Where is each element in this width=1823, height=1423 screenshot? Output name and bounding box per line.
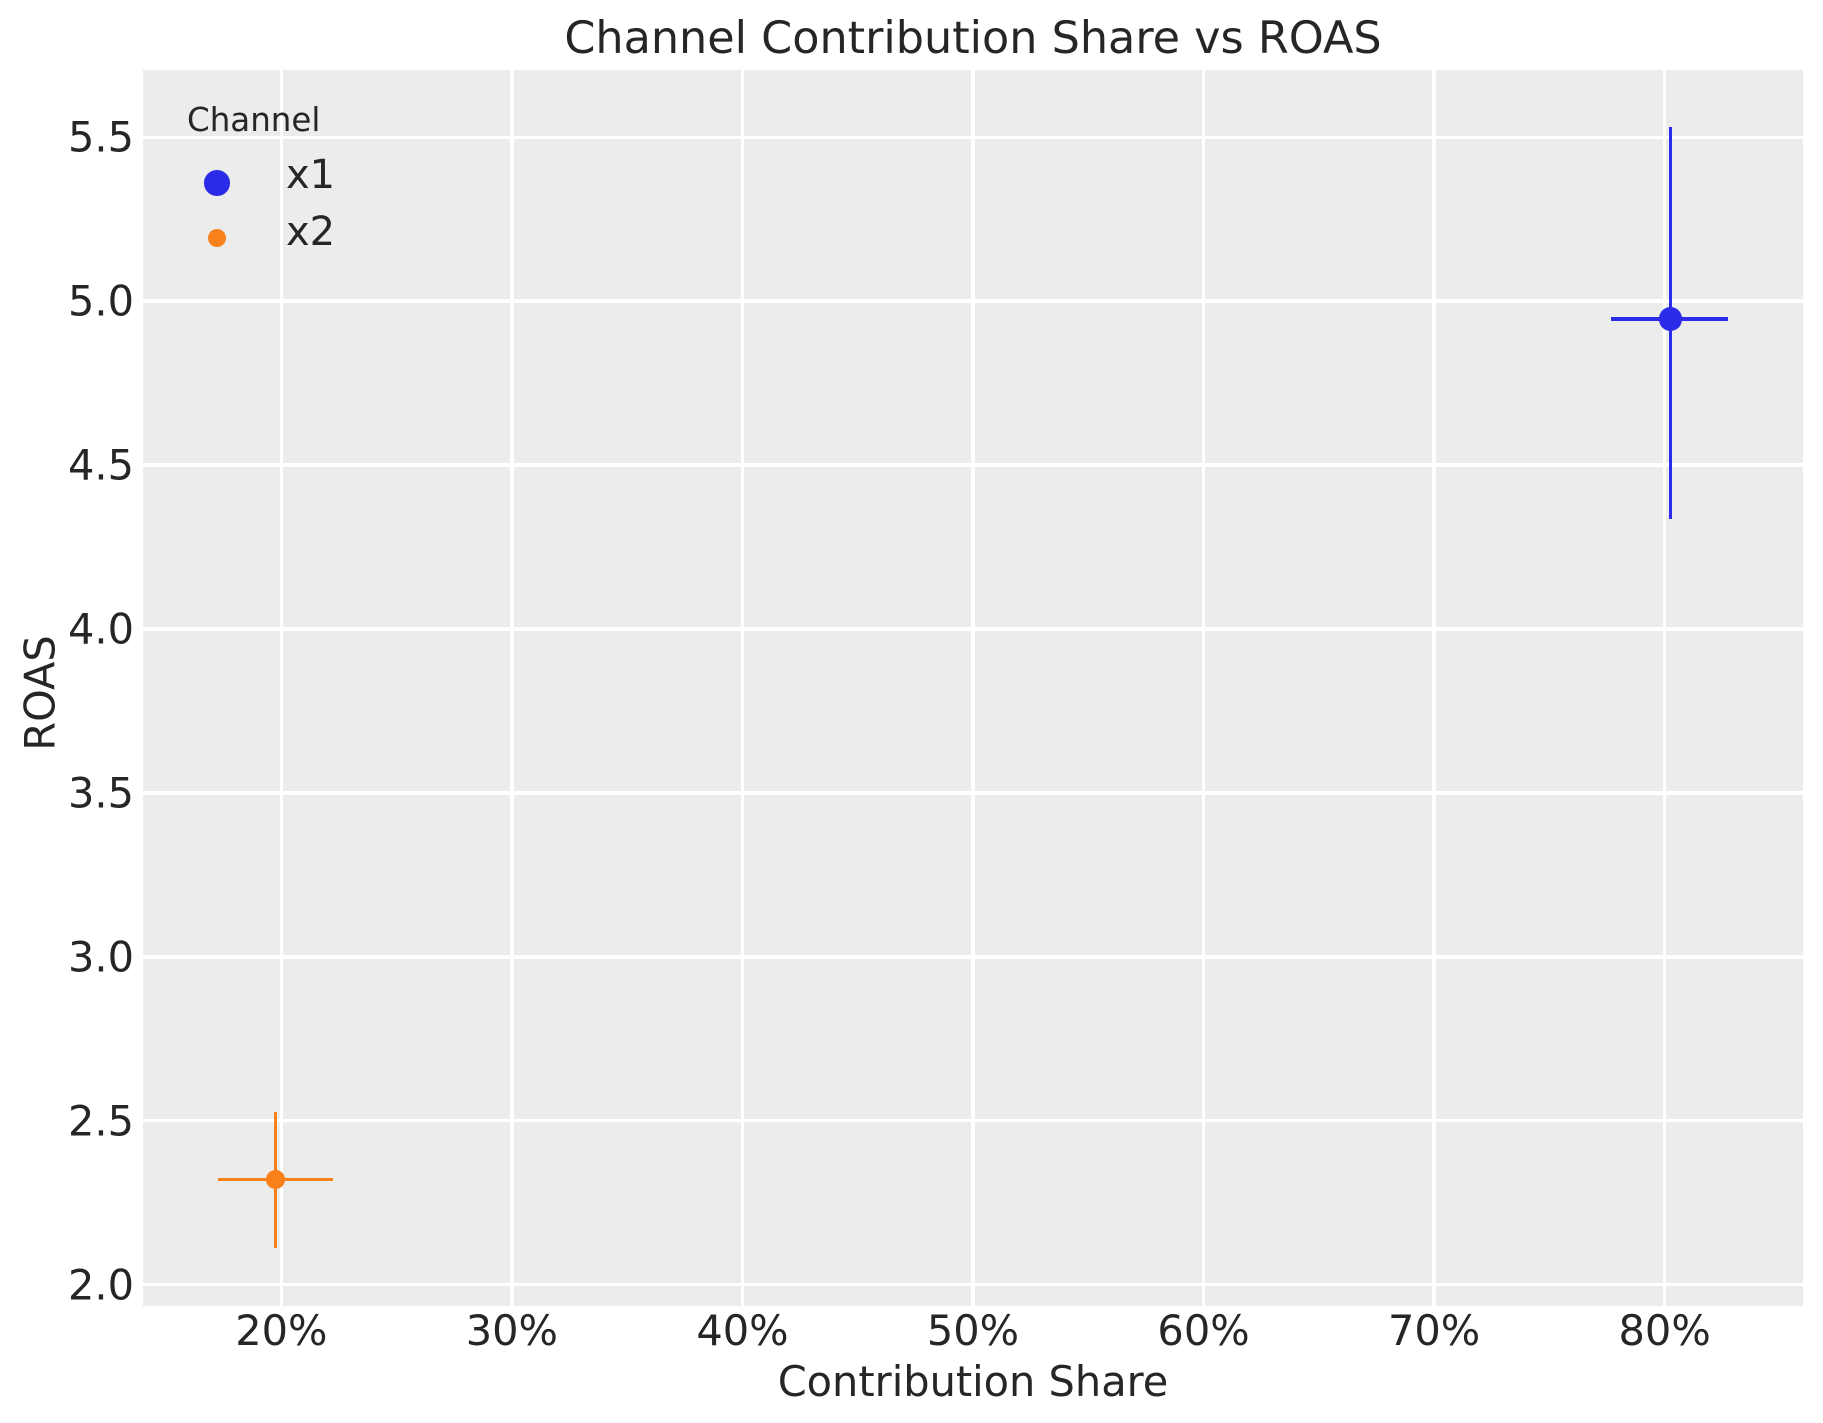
y-tick-4.0: 4.0 [68, 604, 134, 654]
y-axis-label: ROAS [15, 635, 65, 751]
y-tick-5.5: 5.5 [68, 112, 134, 162]
point-x2 [266, 1170, 285, 1189]
legend-marker-x2 [208, 229, 226, 247]
point-x1 [1658, 307, 1683, 331]
x-tick-70%: 70% [1387, 1306, 1481, 1355]
gridline-x-80% [1662, 70, 1667, 1307]
gridline-y-5.0 [143, 299, 1803, 303]
gridline-y-4.5 [143, 463, 1803, 467]
gridline-y-4.0 [143, 627, 1803, 631]
gridline-x-40% [740, 70, 745, 1307]
y-tick-3.5: 3.5 [68, 768, 134, 818]
x-tick-60%: 60% [1157, 1306, 1250, 1355]
legend-marker-x1 [204, 169, 230, 196]
gridline-x-50% [971, 70, 975, 1307]
legend-title: Channel [187, 101, 321, 139]
x-axis-label: Contribution Share [777, 1356, 1169, 1406]
y-tick-5.0: 5.0 [68, 276, 134, 326]
gridline-y-2.0 [143, 1282, 1803, 1287]
gridline-x-60% [1201, 70, 1206, 1307]
gridline-y-3.0 [143, 955, 1803, 959]
gridline-y-5.5 [143, 135, 1803, 139]
x-tick-20%: 20% [235, 1306, 328, 1355]
gridline-y-2.5 [143, 1119, 1803, 1123]
legend-label-x2: x2 [286, 209, 336, 255]
y-tick-4.5: 4.5 [68, 440, 134, 490]
legend-label-x1: x1 [286, 152, 336, 198]
gridline-x-30% [510, 70, 514, 1307]
gridline-y-3.5 [143, 791, 1803, 795]
x-tick-80%: 80% [1618, 1306, 1711, 1355]
gridline-x-20% [279, 70, 284, 1307]
x-tick-30%: 30% [465, 1306, 558, 1355]
y-tick-2.5: 2.5 [68, 1095, 134, 1145]
y-tick-3.0: 3.0 [68, 932, 134, 982]
y-tick-2.0: 2.0 [68, 1259, 134, 1309]
gridline-x-70% [1432, 70, 1436, 1307]
chart-title: Channel Contribution Share vs ROAS [564, 13, 1382, 64]
x-tick-50%: 50% [926, 1306, 1020, 1355]
plot-area [143, 70, 1803, 1307]
x-tick-40%: 40% [696, 1306, 789, 1355]
